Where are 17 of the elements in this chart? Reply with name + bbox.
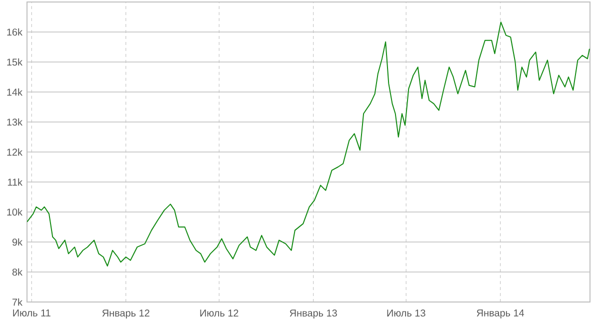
y-tick-label: 11k bbox=[8, 178, 22, 186]
x-tick-label: Январь 12 bbox=[102, 310, 150, 319]
x-tick-label: Июль 11 bbox=[13, 310, 50, 316]
x-tick-label: Июль 12 bbox=[200, 310, 238, 317]
y-tick-label: 8k bbox=[12, 268, 22, 276]
y-tick-label: 10k bbox=[7, 208, 22, 216]
y-tick-label: 14k bbox=[7, 88, 22, 96]
y-tick-label: 13k bbox=[7, 118, 22, 126]
y-tick-label: 7k bbox=[12, 298, 22, 306]
line-series bbox=[27, 22, 590, 266]
x-tick-label: Январь 14 bbox=[476, 310, 524, 318]
y-tick-label: 15k bbox=[7, 58, 22, 66]
y-tick-label: 9k bbox=[12, 238, 22, 246]
x-tick-label: Январь 13 bbox=[290, 310, 337, 319]
y-tick-label: 12k bbox=[7, 148, 22, 156]
y-tick-label: 16k bbox=[7, 28, 22, 36]
x-tick-label: Июль 13 bbox=[387, 310, 426, 317]
